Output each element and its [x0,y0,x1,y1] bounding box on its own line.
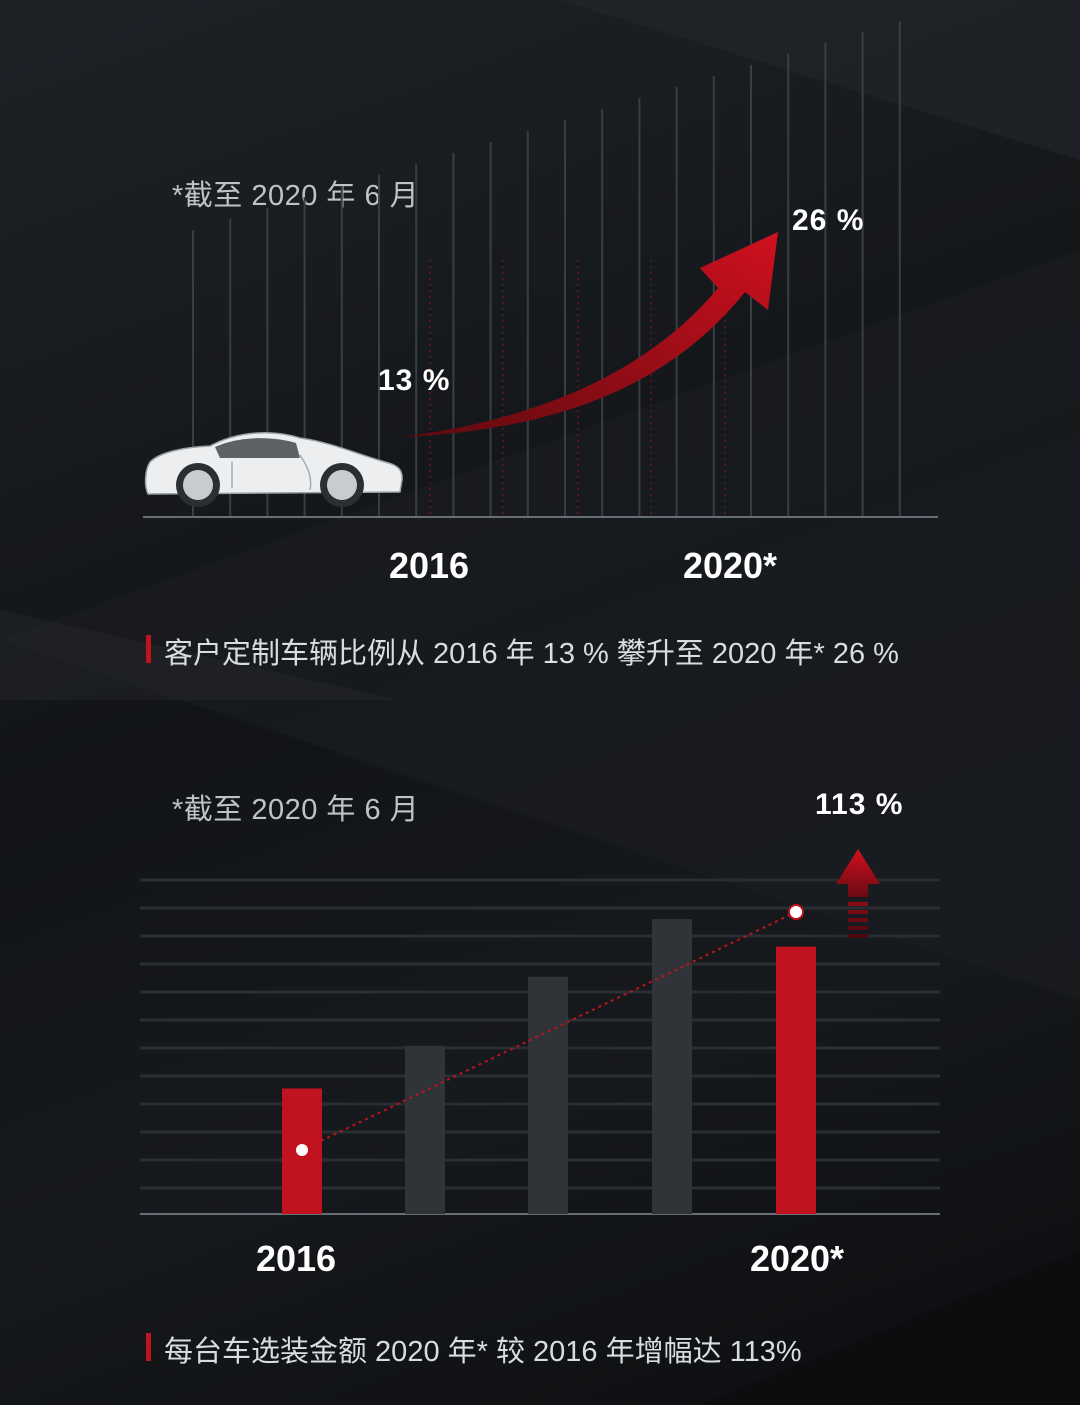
bar [405,1045,445,1214]
bar [528,976,568,1214]
year-start-label: 2016 [388,545,470,586]
trend-point [788,904,804,920]
year-start-label: 2016 [255,1238,337,1279]
growth-value-label: 113 % [815,788,904,821]
highlight-bar [776,946,816,1214]
customization-ratio-panel: *截至 2020 年 6 月 13 % 26 % 2016 2020* 客户定制… [0,0,1080,700]
option-spend-panel: *截至 2020 年 6 月 113 % 2016 2020* 每台车选装金额 … [0,700,1080,1405]
bar [652,919,692,1214]
year-end-label: 2020* [682,545,778,586]
ratio-line-chart [143,21,938,518]
trend-line [301,911,797,1151]
up-arrow-icon [836,849,880,938]
year-end-label: 2020* [749,1238,845,1279]
trend-point [294,1142,310,1158]
date-note: *截至 2020 年 6 月 [172,180,420,212]
date-note: *截至 2020 年 6 月 [172,794,420,826]
caption-customization-ratio: 客户定制车辆比例从 2016 年 13 % 攀升至 2020 年* 26 % [146,630,899,672]
option-spend-bar-chart [140,849,940,1215]
caption-option-spend: 每台车选装金额 2020 年* 较 2016 年增幅达 113% [146,1328,802,1370]
end-value-label: 26 % [792,204,865,237]
sports-car-illustration [144,432,403,507]
curved-up-arrow-icon [400,232,778,437]
start-value-label: 13 % [378,364,451,397]
